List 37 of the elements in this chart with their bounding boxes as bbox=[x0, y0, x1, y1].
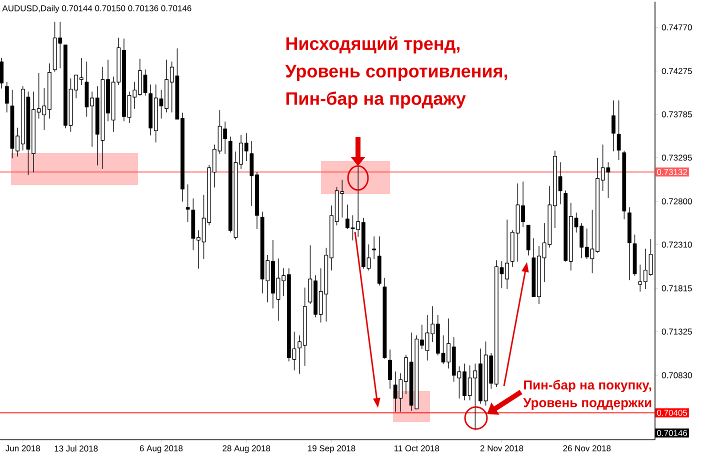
y-tick-label: 0.71815 bbox=[662, 285, 692, 292]
candlestick bbox=[4, 82, 9, 112]
y-tick-label: 0.71325 bbox=[662, 328, 692, 335]
candlestick bbox=[372, 236, 376, 260]
annotation: Пин-бар на покупку, bbox=[524, 380, 652, 392]
candlestick bbox=[526, 224, 530, 256]
candlestick bbox=[377, 236, 382, 286]
annotation: Уровень поддержки bbox=[523, 398, 652, 410]
candlestick bbox=[612, 100, 616, 152]
y-tick-label: 0.72310 bbox=[662, 242, 692, 248]
annotation: Уровень сопротивления, bbox=[285, 64, 508, 82]
annotation: Пин-бар на продажу bbox=[286, 92, 466, 108]
annotation: Нисходящий тренд, bbox=[286, 36, 460, 54]
candlestick bbox=[382, 278, 387, 359]
candlestick bbox=[622, 150, 626, 220]
x-tick-label: 26 Nov 2018 bbox=[563, 445, 611, 452]
y-tick-label: 0.72800 bbox=[662, 198, 692, 204]
text: 0.70146 bbox=[657, 430, 688, 436]
ref-line-label: 0.70405 bbox=[657, 410, 688, 416]
x-tick-label: 13 Jul 2018 bbox=[54, 445, 98, 452]
y-tick-label: 0.74770 bbox=[662, 24, 692, 30]
y-tick-label: 0.70830 bbox=[662, 372, 692, 378]
candlestick bbox=[0, 58, 4, 89]
ref-line-label: 0.73132 bbox=[657, 169, 687, 176]
chart-title: AUDUSD,Daily 0.70144 0.70150 0.70136 0.70146 bbox=[2, 5, 192, 13]
x-tick-label: 2 Nov 2018 bbox=[480, 445, 524, 452]
candlestick bbox=[388, 349, 392, 389]
x-tick-label: Jun 2018 bbox=[6, 445, 40, 452]
x-tick-label: 6 Aug 2018 bbox=[140, 445, 183, 453]
candlestick bbox=[628, 207, 632, 280]
candlestick bbox=[616, 100, 621, 160]
x-tick-label: 11 Oct 2018 bbox=[394, 445, 440, 452]
x-tick-label: 28 Aug 2018 bbox=[222, 445, 270, 453]
x-tick-label: 19 Sep 2018 bbox=[308, 445, 356, 453]
y-tick-label: 0.74275 bbox=[662, 68, 692, 74]
y-tick-label: 0.73295 bbox=[662, 154, 692, 161]
y-tick-label: 0.73785 bbox=[662, 111, 692, 118]
